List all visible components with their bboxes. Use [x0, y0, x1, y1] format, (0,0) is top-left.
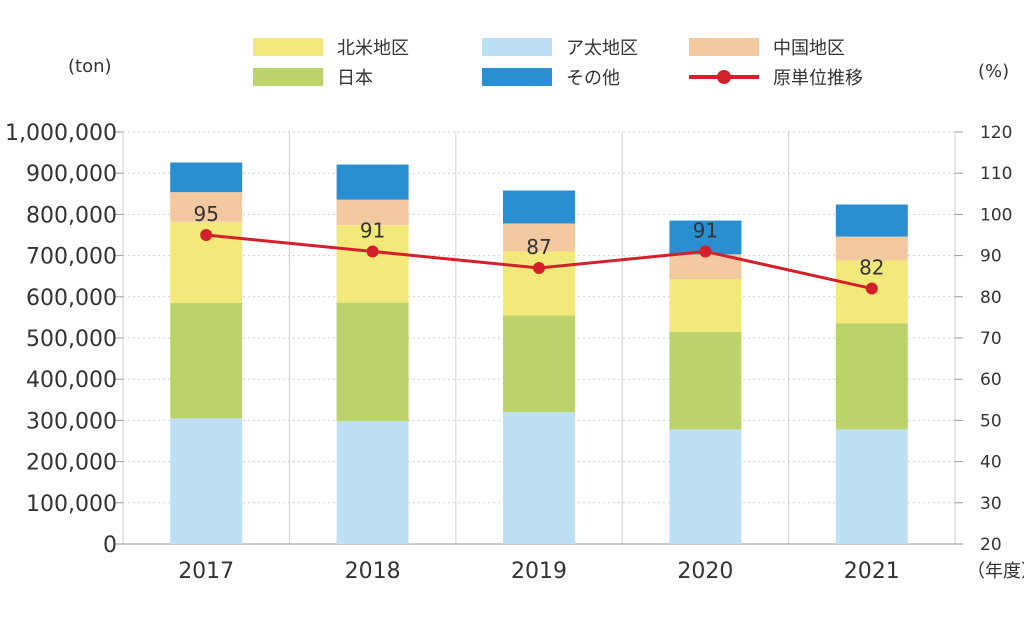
bar-ア太地区-2021: [835, 429, 908, 544]
y-left-tick-label: 100,000: [26, 492, 117, 517]
bar-ア太地区-2020: [669, 429, 742, 544]
bar-ア太地区-2019: [503, 412, 575, 544]
bar-中国地区-2018: [336, 199, 409, 226]
y-left-tick-label: 1,000,000: [5, 121, 117, 146]
line-point-2021: [865, 282, 878, 295]
bar-その他-2021: [835, 204, 908, 237]
bar-日本-2019: [503, 315, 575, 413]
y-right-unit-label: (%): [978, 61, 1009, 82]
y-left-tick-label: 800,000: [26, 203, 117, 228]
legend-swatch-北米地区: [253, 38, 323, 56]
line-point-2020: [699, 245, 712, 258]
legend-label-原単位推移: 原単位推移: [773, 68, 863, 89]
bar-日本-2021: [835, 323, 908, 430]
line-data-label-2018: 91: [360, 218, 385, 242]
legend-swatch-日本: [253, 68, 323, 86]
y-right-tick-label: 30: [980, 494, 1002, 514]
legend-label-中国地区: 中国地区: [773, 38, 845, 59]
y-right-tick-label: 110: [980, 164, 1012, 184]
bar-中国地区-2021: [835, 236, 908, 261]
y-left-tick-label: 400,000: [26, 368, 117, 393]
y-right-tick-label: 50: [980, 411, 1002, 431]
y-right-tick-label: 20: [980, 535, 1002, 555]
legend-swatch-その他: [482, 68, 552, 86]
bar-北米地区-2020: [669, 279, 742, 332]
legend-label-その他: その他: [566, 68, 620, 89]
legend-label-北米地区: 北米地区: [337, 38, 409, 59]
bar-ア太地区-2018: [336, 421, 409, 544]
y-right-tick-label: 60: [980, 370, 1002, 390]
y-left-tick-label: 200,000: [26, 451, 117, 476]
bar-その他-2019: [503, 190, 575, 224]
bar-ア太地区-2017: [170, 418, 243, 544]
line-data-label-2021: 82: [859, 256, 884, 280]
x-tick-label: 2020: [677, 559, 733, 584]
legend-swatch-中国地区: [689, 38, 759, 56]
bar-日本-2017: [170, 302, 243, 419]
x-tick-label: 2017: [178, 559, 234, 584]
y-left-unit-label: (ton): [68, 56, 112, 77]
y-left-tick-label: 500,000: [26, 327, 117, 352]
x-unit-label: （年度）: [967, 561, 1024, 582]
y-right-tick-label: 40: [980, 453, 1002, 473]
y-left-tick-label: 0: [103, 533, 117, 558]
y-right-tick-label: 80: [980, 288, 1002, 308]
y-right-tick-label: 70: [980, 329, 1002, 349]
line-point-2017: [200, 229, 213, 241]
bar-日本-2018: [336, 302, 409, 422]
y-right-tick-label: 100: [980, 205, 1012, 225]
legend-swatch-ア太地区: [482, 38, 552, 56]
x-tick-label: 2021: [844, 559, 900, 584]
y-left-tick-label: 900,000: [26, 162, 117, 187]
y-right-tick-label: 120: [980, 123, 1012, 143]
bar-中国地区-2019: [503, 223, 575, 252]
line-point-2019: [533, 261, 545, 274]
bar-中国地区-2020: [669, 254, 742, 280]
x-tick-label: 2018: [345, 559, 401, 584]
line-data-label-2020: 91: [693, 218, 718, 242]
bar-北米地区-2019: [503, 251, 575, 316]
bar-その他-2017: [170, 162, 243, 193]
bar-中国地区-2017: [170, 192, 243, 222]
bar-日本-2020: [669, 331, 742, 430]
y-left-tick-label: 700,000: [26, 245, 117, 270]
y-left-tick-label: 600,000: [26, 286, 117, 311]
legend-label-ア太地区: ア太地区: [566, 38, 638, 59]
line-data-label-2019: 87: [526, 235, 551, 259]
x-tick-label: 2019: [511, 559, 567, 584]
line-data-label-2017: 95: [193, 202, 218, 226]
legend-swatch-marker-原単位推移: [717, 70, 731, 84]
y-left-tick-label: 300,000: [26, 409, 117, 434]
bar-その他-2018: [336, 164, 409, 200]
legend-label-日本: 日本: [337, 68, 373, 89]
y-right-tick-label: 90: [980, 247, 1002, 267]
line-point-2018: [366, 245, 379, 258]
bar-北米地区-2018: [336, 225, 409, 303]
